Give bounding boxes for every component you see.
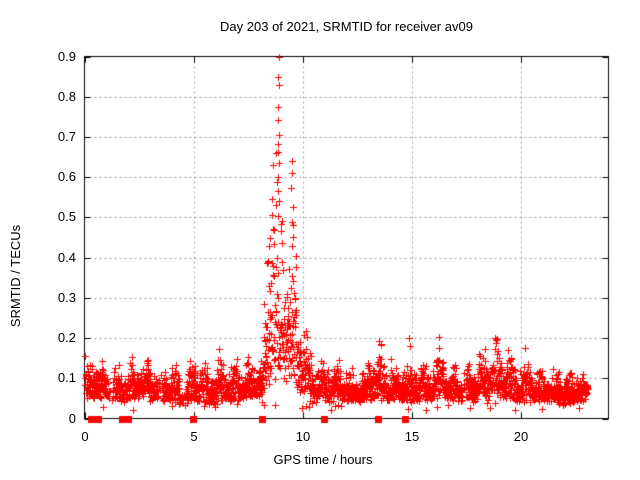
x-tick-label: 20 bbox=[513, 429, 529, 444]
y-tick-label: 0.5 bbox=[57, 209, 76, 224]
x-tick-label: 15 bbox=[404, 429, 420, 444]
y-tick-label: 0 bbox=[68, 411, 76, 426]
x-tick-label: 5 bbox=[190, 429, 198, 444]
y-tick-label: 0.1 bbox=[57, 370, 76, 385]
x-axis-label: GPS time / hours bbox=[273, 452, 373, 467]
x-tick-label: 0 bbox=[81, 429, 89, 444]
chart-title: Day 203 of 2021, SRMTID for receiver av0… bbox=[220, 19, 473, 34]
y-tick-label: 0.2 bbox=[57, 330, 76, 345]
y-tick-label: 0.9 bbox=[57, 49, 76, 64]
y-tick-label: 0.7 bbox=[57, 129, 76, 144]
y-tick-label: 0.4 bbox=[57, 250, 76, 265]
y-tick-label: 0.8 bbox=[57, 89, 76, 104]
y-tick-label: 0.6 bbox=[57, 169, 76, 184]
y-tick-label: 0.3 bbox=[57, 290, 76, 305]
y-axis-label: SRMTID / TECUs bbox=[8, 224, 23, 328]
x-tick-label: 10 bbox=[295, 429, 311, 444]
